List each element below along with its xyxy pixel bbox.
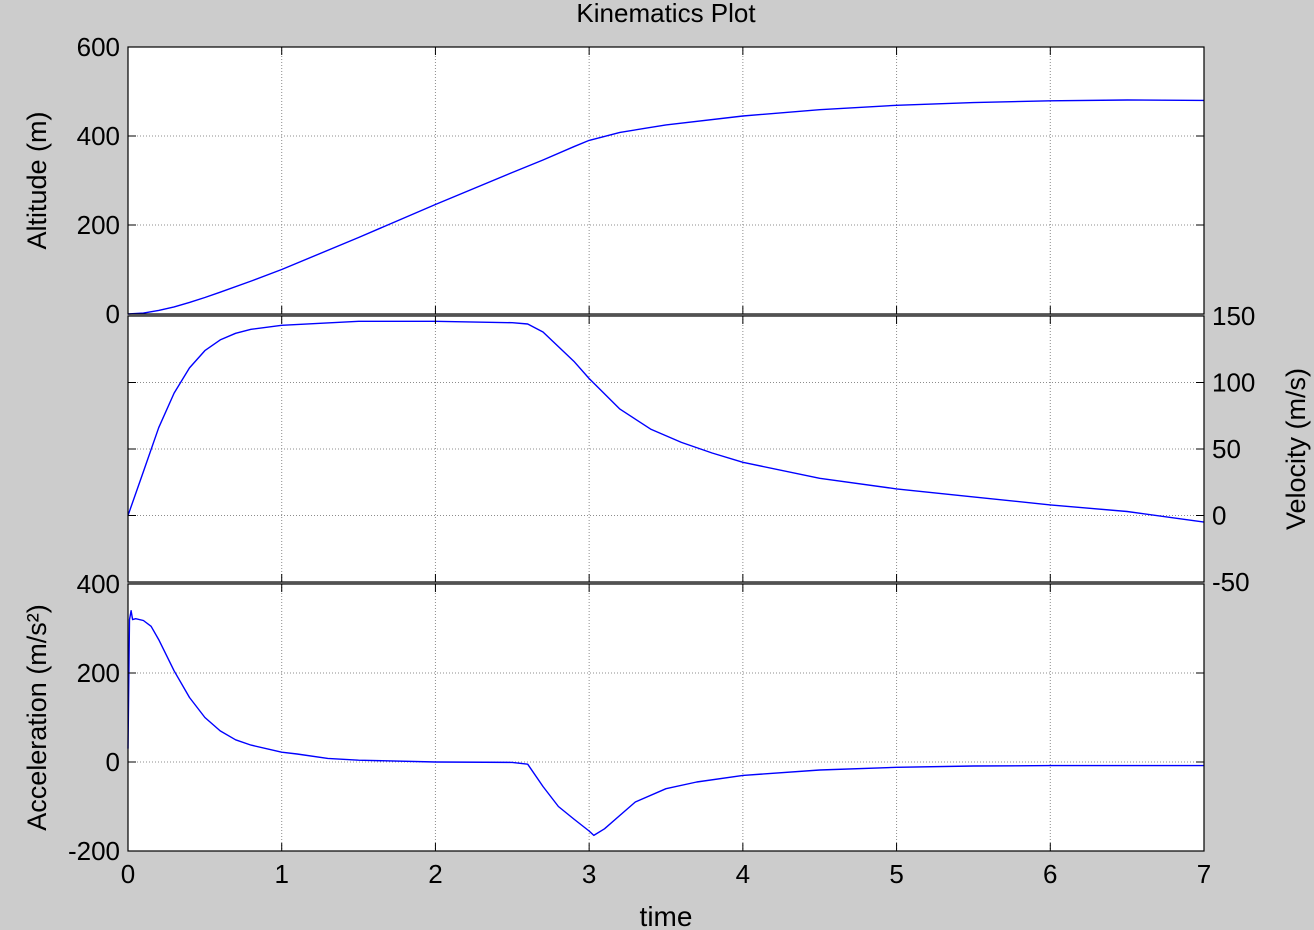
y-axis-label: Altitude (m) <box>22 111 52 249</box>
y-tick-label: 0 <box>106 299 120 329</box>
y-tick-label: 150 <box>1212 301 1255 331</box>
x-tick-label: 3 <box>582 859 596 889</box>
subplot-2: -50 0 50 100 150 Velocity (m/s) <box>127 301 1311 597</box>
x-tick-label: 4 <box>736 859 750 889</box>
y-axis-label: Velocity (m/s) <box>1281 368 1311 530</box>
series-line-3-1 <box>127 610 1204 837</box>
plot-frame <box>127 46 1205 315</box>
y-tick-label: -200 <box>68 836 120 866</box>
subplot-1: 0 200 400 600 Altitude (m) <box>22 32 1205 329</box>
x-tick-label: 0 <box>121 859 135 889</box>
y-axis-label: Acceleration (m/s²) <box>22 604 52 831</box>
chart-title: Kinematics Plot <box>576 0 756 28</box>
y-tick-label: 400 <box>77 121 120 151</box>
x-tick-label: 2 <box>428 859 442 889</box>
y-tick-label: 100 <box>1212 368 1255 398</box>
plot-frame <box>127 583 1205 852</box>
x-tick-label: 5 <box>889 859 903 889</box>
y-tick-label: 200 <box>77 210 120 240</box>
x-tick-label: 6 <box>1043 859 1057 889</box>
x-tick-label: 1 <box>274 859 288 889</box>
y-tick-label: 50 <box>1212 434 1241 464</box>
plot-area <box>128 584 1204 851</box>
y-tick-label: 0 <box>1212 501 1226 531</box>
x-tick-label: 7 <box>1197 859 1211 889</box>
series-line-2-1 <box>127 320 1205 523</box>
y-tick-label: 600 <box>77 32 120 62</box>
y-tick-label: 200 <box>77 658 120 688</box>
series-line-1-1 <box>127 99 1205 315</box>
y-tick-label: 400 <box>77 569 120 599</box>
plot-area <box>128 47 1204 314</box>
y-tick-label: -50 <box>1212 567 1250 597</box>
y-tick-label: 0 <box>106 747 120 777</box>
x-axis-label: time <box>640 901 693 930</box>
